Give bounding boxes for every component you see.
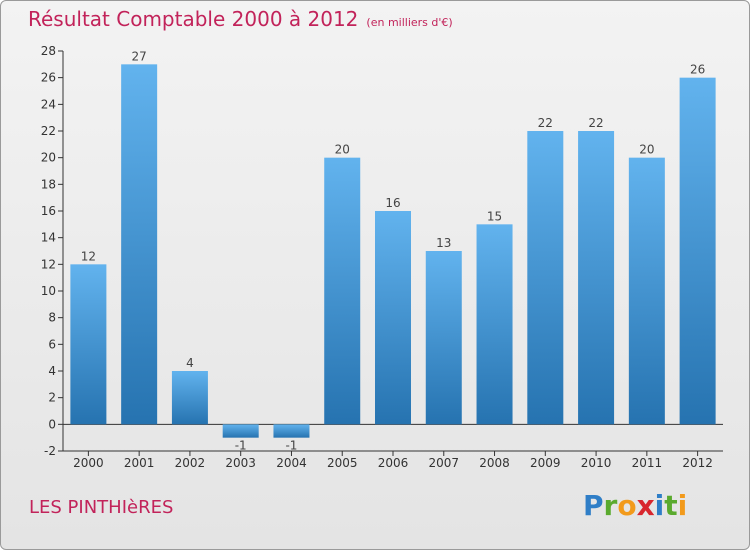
bar <box>628 157 665 425</box>
x-tick-label: 2002 <box>175 456 206 470</box>
y-tick-label: 6 <box>48 337 56 351</box>
y-tick-label: 2 <box>48 391 56 405</box>
logo-letter: t <box>664 489 678 522</box>
data-label: 26 <box>690 63 705 77</box>
logo-letter: r <box>603 489 618 522</box>
data-label: 13 <box>436 236 451 250</box>
y-tick-label: 10 <box>41 284 56 298</box>
chart-title: Résultat Comptable 2000 à 2012 (en millie… <box>28 7 453 31</box>
data-label: 20 <box>335 143 350 157</box>
data-label: 22 <box>588 116 603 130</box>
y-tick-label: 14 <box>41 231 56 245</box>
bar <box>273 424 310 438</box>
y-tick-label: 12 <box>41 257 56 271</box>
data-label: 20 <box>639 143 654 157</box>
data-label: 22 <box>538 116 553 130</box>
data-label: 27 <box>132 49 147 63</box>
x-tick-label: 2003 <box>225 456 256 470</box>
data-label: 12 <box>81 249 96 263</box>
data-label: 15 <box>487 209 502 223</box>
bar <box>324 157 361 425</box>
bar <box>375 211 411 425</box>
bar <box>70 264 107 425</box>
bar <box>171 371 208 425</box>
x-tick-label: 2006 <box>378 456 409 470</box>
logo-letter: P <box>583 489 604 522</box>
x-tick-label: 2007 <box>428 456 459 470</box>
y-tick-label: 16 <box>41 204 56 218</box>
logo-letter: o <box>617 489 637 522</box>
chart-subtitle: (en milliers d'€) <box>366 16 453 29</box>
bar <box>679 77 716 425</box>
y-tick-label: 4 <box>48 364 56 378</box>
y-tick-label: 8 <box>48 311 56 325</box>
x-tick-label: 2004 <box>276 456 307 470</box>
y-tick-label: 24 <box>41 97 56 111</box>
x-tick-label: 2008 <box>479 456 510 470</box>
y-tick-label: 26 <box>41 71 56 85</box>
data-label: -1 <box>285 439 297 453</box>
commune-name: LES PINTHIèRES <box>29 497 174 518</box>
x-tick-label: 2005 <box>327 456 358 470</box>
x-tick-label: 2001 <box>124 456 155 470</box>
x-tick-label: 2000 <box>73 456 104 470</box>
chart-title-text: Résultat Comptable 2000 à 2012 <box>28 7 359 31</box>
bar <box>527 131 564 425</box>
y-tick-label: 22 <box>41 124 56 138</box>
y-tick-label: 20 <box>41 151 56 165</box>
logo-letter: x <box>636 489 655 522</box>
y-tick-label: 0 <box>48 417 56 431</box>
proxiti-logo: Proxiti <box>583 489 687 522</box>
bar <box>222 424 259 438</box>
bar <box>121 64 158 425</box>
x-tick-label: 2012 <box>682 456 713 470</box>
y-tick-label: -2 <box>44 444 56 458</box>
data-label: 4 <box>186 356 194 370</box>
data-label: -1 <box>235 439 247 453</box>
y-tick-label: 28 <box>41 44 56 58</box>
x-tick-label: 2011 <box>632 456 663 470</box>
logo-letter: i <box>677 489 688 522</box>
bar <box>425 251 462 425</box>
data-labels: 12 27 4 -1 -1 20 16 13 15 22 22 20 26 <box>81 49 706 452</box>
x-tick-label: 2010 <box>581 456 612 470</box>
data-label: 16 <box>385 196 400 210</box>
y-tick-label: 18 <box>41 177 56 191</box>
bar <box>578 131 615 425</box>
bar <box>476 224 513 425</box>
logo-letter: i <box>654 489 665 522</box>
bars <box>70 64 716 438</box>
x-tick-label: 2009 <box>530 456 561 470</box>
